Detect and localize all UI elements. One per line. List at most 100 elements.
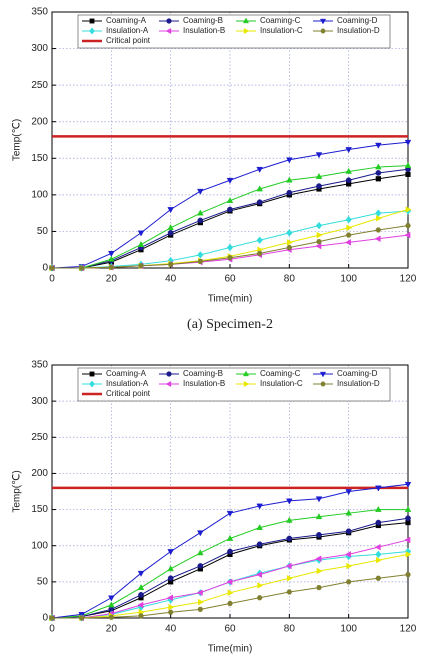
marker — [345, 215, 352, 224]
legend-marker — [242, 370, 250, 377]
marker — [49, 265, 55, 271]
marker — [345, 528, 352, 535]
marker — [197, 258, 204, 264]
legend-label: Insulation-A — [106, 379, 149, 388]
y-tick-label: 300 — [31, 43, 48, 54]
marker — [404, 231, 411, 239]
marker — [227, 589, 234, 596]
marker — [137, 601, 144, 609]
marker — [197, 549, 204, 556]
marker — [227, 548, 233, 555]
marker — [404, 505, 412, 512]
marker — [108, 595, 115, 602]
marker — [315, 496, 323, 503]
marker — [257, 582, 264, 589]
marker — [316, 567, 323, 575]
legend-marker — [89, 27, 95, 35]
x-tick-label: 100 — [340, 274, 357, 285]
marker — [197, 251, 204, 259]
marker — [316, 239, 322, 245]
x-tick-label: 60 — [224, 274, 236, 285]
legend-marker — [165, 380, 172, 388]
x-tick-label: 80 — [284, 274, 296, 285]
marker — [256, 503, 263, 510]
marker — [197, 530, 204, 537]
marker — [405, 171, 411, 177]
marker — [137, 570, 145, 577]
marker — [49, 615, 55, 621]
marker — [138, 592, 144, 598]
y-tick-label: 100 — [31, 540, 48, 551]
marker — [286, 229, 293, 237]
marker — [167, 575, 174, 582]
marker — [167, 224, 174, 231]
marker — [227, 255, 233, 261]
marker — [256, 541, 263, 548]
marker — [345, 489, 352, 496]
marker — [198, 598, 204, 606]
legend-label: Coaming-C — [260, 16, 301, 25]
marker — [375, 575, 382, 581]
marker — [315, 152, 323, 159]
legend-label: Insulation-B — [183, 26, 225, 35]
legend-label: Insulation-A — [106, 26, 149, 35]
y-tick-label: 200 — [31, 468, 48, 479]
marker — [376, 214, 382, 222]
marker — [226, 534, 234, 541]
marker — [405, 515, 411, 522]
marker — [315, 555, 322, 563]
x-tick-label: 40 — [165, 274, 177, 285]
legend-label: Insulation-D — [337, 26, 380, 35]
marker — [375, 550, 382, 559]
marker — [256, 524, 263, 530]
marker — [345, 239, 351, 246]
marker — [375, 519, 382, 526]
marker — [108, 255, 115, 262]
marker — [376, 556, 382, 564]
marker — [108, 614, 115, 620]
legend-label: Insulation-D — [337, 379, 380, 388]
marker — [197, 606, 204, 612]
marker — [168, 603, 175, 611]
marker — [226, 578, 233, 586]
marker — [375, 163, 382, 170]
legend-label: Insulation-B — [183, 379, 225, 388]
marker — [345, 177, 352, 184]
marker — [286, 176, 293, 183]
marker — [227, 601, 233, 607]
marker — [315, 513, 323, 520]
marker — [167, 261, 174, 267]
marker — [137, 230, 145, 237]
y-axis-label: Temp(℃) — [12, 119, 23, 161]
legend-label: Critical point — [106, 36, 151, 45]
marker — [197, 209, 204, 216]
marker — [167, 565, 174, 572]
legend-label: Coaming-B — [183, 16, 223, 25]
marker — [167, 230, 174, 236]
y-tick-label: 300 — [31, 396, 48, 407]
marker — [256, 166, 263, 173]
marker — [287, 574, 293, 582]
legend-label: Insulation-C — [260, 26, 303, 35]
y-tick-label: 200 — [31, 116, 48, 127]
marker — [286, 189, 293, 196]
x-axis-label: Time(min) — [208, 644, 253, 655]
legend-marker — [89, 380, 95, 388]
marker — [78, 265, 85, 271]
marker — [286, 535, 293, 542]
marker — [286, 245, 293, 251]
marker — [256, 250, 263, 256]
x-tick-label: 20 — [106, 624, 118, 635]
marker — [286, 157, 293, 164]
marker — [374, 235, 381, 243]
y-tick-label: 0 — [42, 263, 48, 274]
marker — [256, 595, 263, 601]
legend-marker — [320, 381, 326, 387]
marker — [167, 207, 174, 214]
y-tick-label: 350 — [31, 7, 48, 18]
legend-marker — [89, 371, 95, 377]
marker — [256, 236, 263, 244]
x-tick-label: 120 — [400, 624, 417, 635]
marker — [137, 584, 145, 590]
